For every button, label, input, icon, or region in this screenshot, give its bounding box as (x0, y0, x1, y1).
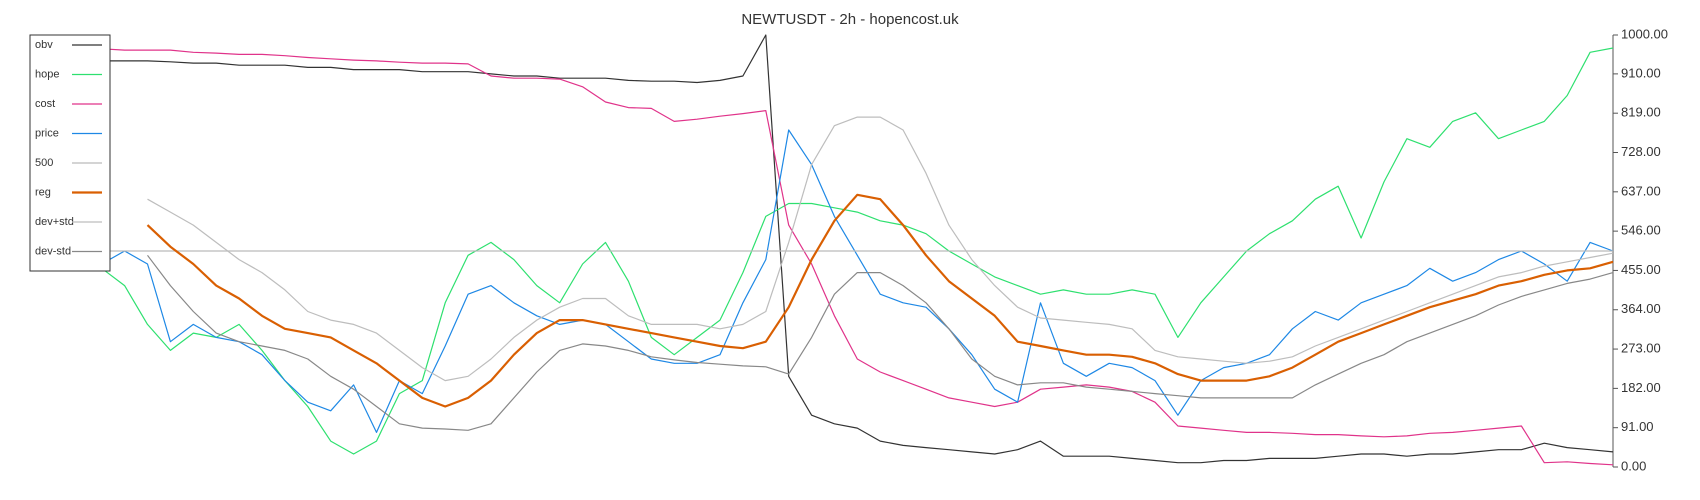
legend-label: dev+std (35, 216, 74, 228)
y-tick-label: 273.00 (1621, 341, 1661, 356)
y-tick-label: 546.00 (1621, 223, 1661, 238)
chart-title: NEWTUSDT - 2h - hopencost.uk (741, 11, 959, 28)
y-tick-label: 728.00 (1621, 144, 1661, 159)
legend-label: cost (35, 98, 55, 110)
line-series (101, 47, 1614, 455)
y-tick-label: 0.00 (1621, 458, 1646, 473)
line-series (147, 116, 1614, 382)
line-series (32, 45, 1614, 466)
y-tick-label: 364.00 (1621, 301, 1661, 316)
y-tick-label: 910.00 (1621, 65, 1661, 80)
y-tick-label: 1000.00 (1621, 26, 1668, 41)
line-series (146, 193, 1614, 408)
legend-label: reg (35, 186, 51, 198)
legend-label: hope (35, 68, 59, 80)
legend-label: dev-std (35, 245, 71, 257)
line-series (32, 34, 1614, 464)
line-series (101, 129, 1614, 433)
legend-label: obv (35, 39, 53, 51)
legend-label: price (35, 127, 59, 139)
line-series (147, 254, 1614, 431)
y-tick-label: 637.00 (1621, 183, 1661, 198)
y-tick-label: 91.00 (1621, 419, 1654, 434)
legend: obv hope cost price 500 reg dev+std dev-std (29, 34, 111, 272)
legend-label: 500 (35, 157, 53, 169)
y-tick-label: 455.00 (1621, 262, 1661, 277)
y-tick-label: 819.00 (1621, 105, 1661, 120)
y-tick-label: 182.00 (1621, 380, 1661, 395)
